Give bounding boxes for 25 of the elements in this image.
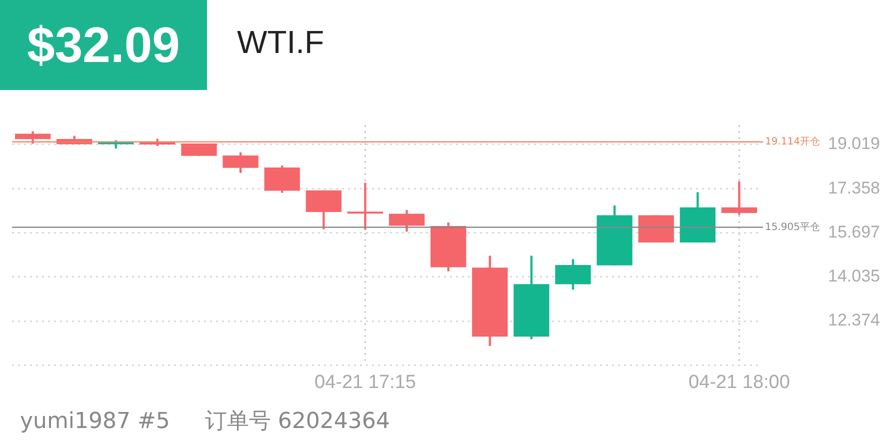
ref-line-label: 15.905平仓 [765, 220, 820, 233]
candlestick [181, 144, 217, 156]
candlestick [472, 256, 508, 346]
x-tick-label: 04-21 17:15 [314, 372, 416, 393]
y-tick-label: 19.019 [828, 134, 880, 154]
chart-subtitle: WTI.F [237, 24, 324, 61]
ref-line-label: 19.114开仓 [765, 136, 820, 148]
candlestick [222, 152, 258, 173]
candlestick [596, 205, 632, 266]
y-tick-label: 14.035 [828, 266, 880, 286]
candlestick [388, 210, 425, 232]
candlestick [264, 166, 300, 193]
candlestick [347, 182, 384, 230]
y-tick-label: 15.697 [828, 222, 880, 242]
chart-title: $32.09 [0, 0, 207, 90]
candlestick [514, 256, 550, 340]
candlestick [306, 190, 342, 230]
y-tick-label: 17.358 [828, 178, 880, 198]
candlestick [430, 222, 466, 272]
candlestick [680, 192, 716, 243]
text: yumi1987 #5 订单号 62024364 [20, 408, 390, 436]
x-tick-label: 04-21 18:00 [688, 372, 790, 393]
candlestick [14, 131, 51, 144]
y-tick-label: 12.374 [828, 310, 880, 330]
candlestick [555, 259, 591, 290]
